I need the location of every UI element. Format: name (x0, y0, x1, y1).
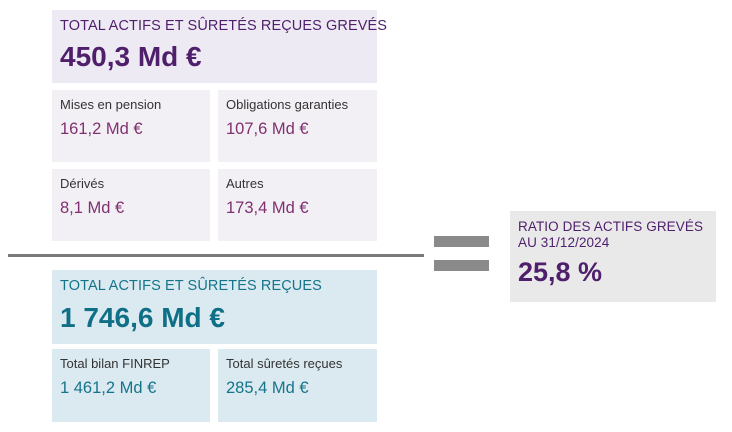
equals-top-bar (434, 236, 489, 247)
others-card: Autres 173,4 Md € (218, 169, 377, 241)
ratio-value: 25,8 % (518, 257, 603, 287)
ratio-card: RATIO DES ACTIFS GREVÉS AU 31/12/2024 25… (510, 211, 716, 302)
finrep-balance-value: 1 461,2 Md € (60, 379, 157, 397)
repo-label: Mises en pension (60, 97, 162, 112)
covered-bonds-label: Obligations garanties (226, 97, 349, 112)
repo-value: 161,2 Md € (60, 120, 143, 138)
encumbered-total-card: TOTAL ACTIFS ET SÛRETÉS REÇUES GREVÉS 45… (52, 10, 387, 83)
finrep-balance-card: Total bilan FINREP 1 461,2 Md € (52, 349, 210, 422)
total-title: TOTAL ACTIFS ET SÛRETÉS REÇUES (60, 278, 322, 294)
covered-bonds-card: Obligations garanties 107,6 Md € (218, 90, 377, 162)
total-card: TOTAL ACTIFS ET SÛRETÉS REÇUES 1 746,6 M… (52, 270, 377, 344)
encumbered-total-title: TOTAL ACTIFS ET SÛRETÉS REÇUES GREVÉS (60, 18, 388, 34)
encumbered-total-value: 450,3 Md € (60, 41, 202, 72)
derivatives-label: Dérivés (60, 176, 105, 191)
others-value: 173,4 Md € (226, 199, 309, 217)
ratio-title-line2: AU 31/12/2024 (518, 235, 610, 250)
collateral-received-label: Total sûretés reçues (226, 356, 343, 371)
covered-bonds-value: 107,6 Md € (226, 120, 309, 138)
total-value: 1 746,6 Md € (60, 302, 225, 333)
derivatives-value: 8,1 Md € (60, 199, 125, 217)
collateral-received-card: Total sûretés reçues 285,4 Md € (218, 349, 377, 422)
equals-bottom-bar (434, 260, 489, 271)
finrep-balance-label: Total bilan FINREP (60, 356, 170, 371)
repo-card: Mises en pension 161,2 Md € (52, 90, 210, 162)
ratio-title-line1: RATIO DES ACTIFS GREVÉS (518, 219, 704, 234)
collateral-received-value: 285,4 Md € (226, 379, 309, 397)
others-label: Autres (226, 176, 264, 191)
fraction-divider (8, 254, 424, 257)
derivatives-card: Dérivés 8,1 Md € (52, 169, 210, 241)
